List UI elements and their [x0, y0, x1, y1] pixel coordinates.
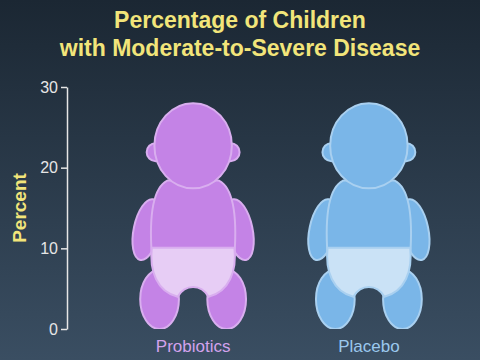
y-tick: 10: [40, 240, 67, 257]
chart: Percentage of Childrenwith Moderate-to-S…: [0, 0, 480, 360]
bar: [128, 103, 259, 329]
bar: [303, 103, 434, 329]
y-tick-mark: [61, 167, 67, 169]
y-axis-line: [67, 88, 69, 330]
y-axis-title: Percent: [9, 172, 30, 242]
baby-torso: [151, 181, 235, 256]
title-line: Percentage of Children: [114, 7, 366, 33]
y-tick-label: 20: [40, 159, 58, 176]
background: [0, 0, 480, 360]
y-tick: 30: [40, 79, 67, 96]
y-tick-label: 30: [40, 79, 58, 96]
y-tick: 20: [40, 159, 67, 176]
x-tick-label: Probiotics: [156, 337, 231, 356]
x-tick-label: Placebo: [338, 337, 399, 356]
title: Percentage of Childrenwith Moderate-to-S…: [59, 7, 420, 61]
baby-diaper: [327, 248, 411, 297]
baby-diaper: [151, 248, 235, 297]
baby-head: [330, 103, 407, 188]
y-tick-mark: [61, 87, 67, 89]
y-tick: 0: [49, 321, 67, 338]
title-line: with Moderate-to-Severe Disease: [59, 35, 420, 61]
baby-torso: [327, 181, 411, 256]
y-tick-label: 0: [49, 321, 58, 338]
baby-head: [154, 103, 231, 188]
marks: [128, 103, 435, 329]
y-axis: 0 10 20 30: [40, 79, 67, 338]
y-tick-label: 10: [40, 240, 58, 257]
y-tick-mark: [61, 329, 67, 331]
y-tick-mark: [61, 248, 67, 250]
